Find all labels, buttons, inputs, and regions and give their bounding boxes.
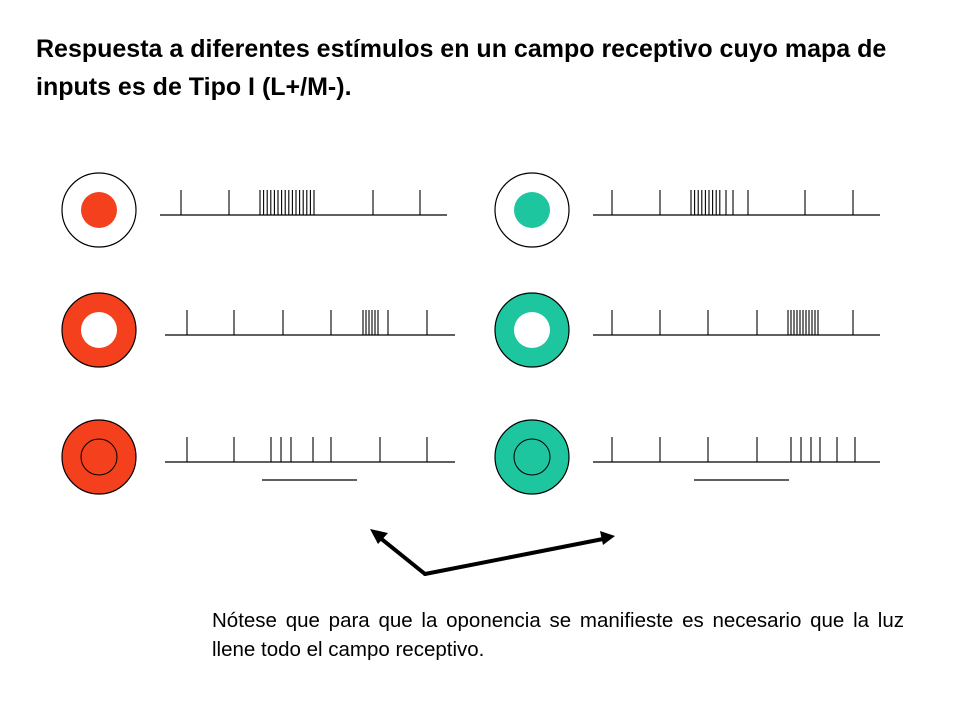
slide-title: Respuesta a diferentes estímulos en un c… [36,35,887,101]
red-center-spike-train [160,190,447,216]
receptive-fields [61,172,570,495]
arrow-left-head [370,529,388,544]
green-surround-spike-train [593,310,880,336]
red-surround-stimulus [61,292,137,368]
receptive-field-center [514,312,550,348]
green-center-stimulus [494,172,570,248]
arrow-right-shaft [423,537,605,576]
red-full-field-spike-train [165,437,455,463]
note-text: Nótese que para que la oponencia se mani… [212,609,904,661]
receptive-field-center [513,438,551,476]
arrows [370,529,615,576]
red-center-stimulus [61,172,137,248]
arrow-right-head [600,531,615,545]
arrow-left-shaft [377,535,427,576]
receptive-field-center [80,438,118,476]
receptive-field-center [514,192,550,228]
green-surround-stimulus [494,292,570,368]
green-full-field-spike-train [593,437,880,463]
red-full-field-stimulus [61,419,137,495]
receptive-field-center [81,312,117,348]
receptive-field-center [81,192,117,228]
red-surround-spike-train [165,310,455,336]
green-center-spike-train [593,190,880,216]
green-full-field-stimulus [494,419,570,495]
spike-trains [160,190,880,481]
